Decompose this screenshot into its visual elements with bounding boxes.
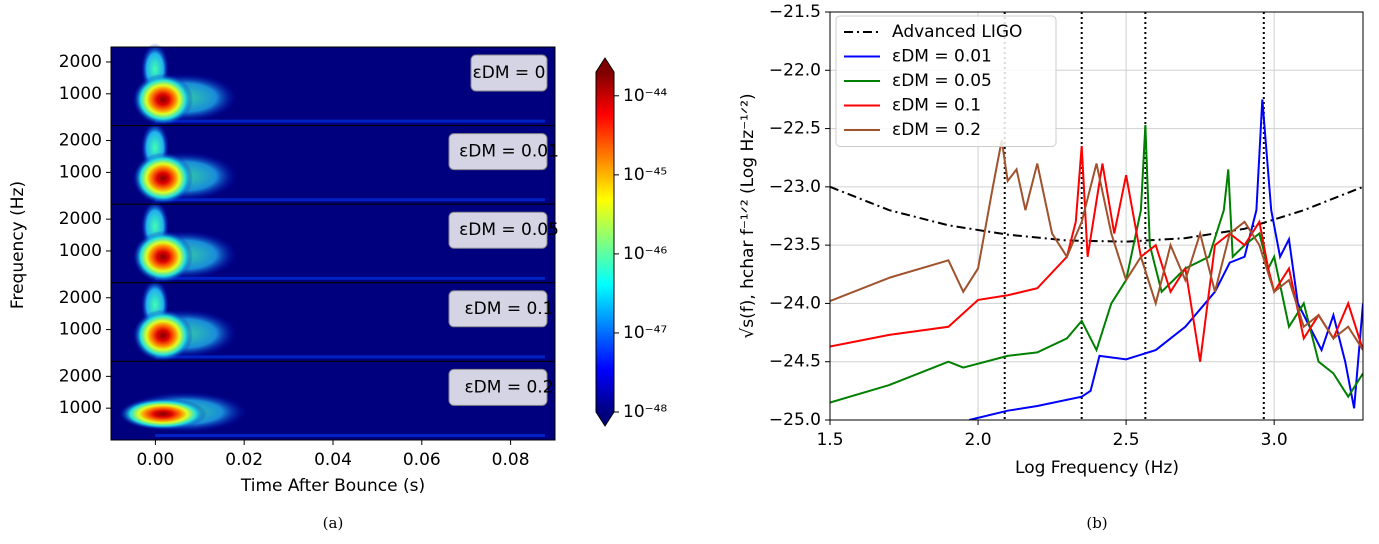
y-tick-label: 2000 — [59, 366, 102, 386]
legend-box — [835, 15, 1057, 147]
y-tick-label: −23.0 — [769, 177, 821, 197]
core — [133, 230, 193, 283]
annotation: εDM = 0.2 — [464, 377, 553, 397]
y-tick-label: −21.5 — [769, 2, 821, 22]
tail — [155, 276, 545, 280]
y-tick-label: −24.5 — [769, 352, 821, 372]
x-tick-label: 0.04 — [314, 450, 352, 470]
x-tick-label: 2.0 — [965, 430, 992, 450]
annotation: εDM = 0 — [473, 63, 546, 83]
annotation: εDM = 0.1 — [464, 299, 553, 319]
x-tick-label: 0.00 — [136, 450, 174, 470]
y-tick-label: −23.5 — [769, 235, 821, 255]
colorbar — [596, 72, 614, 412]
y-tick-label: 2000 — [59, 52, 102, 72]
x-tick-label: 3.0 — [1261, 430, 1288, 450]
y-tick-label: 1000 — [59, 162, 102, 182]
caption: (b) — [1086, 514, 1107, 532]
colorbar-extend — [596, 412, 614, 426]
colorbar-tick-label: 10⁻⁴⁸ — [623, 402, 667, 422]
x-tick-label: 2.5 — [1113, 430, 1140, 450]
tail — [155, 355, 545, 359]
x-tick-label: 0.06 — [403, 450, 441, 470]
tail — [155, 198, 545, 202]
series-line — [830, 145, 1363, 362]
x-tick-label: 1.5 — [816, 430, 843, 450]
legend-label: εDM = 0.1 — [892, 96, 981, 116]
annotation: εDM = 0.05 — [459, 220, 559, 240]
y-axis-label: Frequency (Hz) — [8, 181, 28, 309]
y-tick-label: 2000 — [59, 209, 102, 229]
ann-box — [448, 133, 548, 171]
y-tick-label: 1000 — [59, 241, 102, 261]
x-axis-label: Log Frequency (Hz) — [1015, 458, 1179, 478]
axes-frame — [829, 11, 1364, 421]
colorbar-extend — [596, 58, 614, 72]
core — [133, 73, 193, 126]
colorbar-tick-label: 10⁻⁴⁵ — [623, 165, 667, 185]
core — [133, 309, 193, 362]
series-line — [830, 140, 1363, 351]
x-tick-label: 0.02 — [225, 450, 263, 470]
core — [133, 152, 193, 205]
legend-label: εDM = 0.01 — [892, 47, 992, 67]
colorbar-tick-label: 10⁻⁴⁴ — [623, 86, 667, 106]
x-axis-label: Time After Bounce (s) — [240, 476, 425, 496]
y-tick-label: −22.0 — [769, 60, 821, 80]
colorbar-tick-label: 10⁻⁴⁷ — [623, 323, 667, 343]
heatmap-texture — [133, 121, 545, 205]
y-tick-label: 1000 — [59, 320, 102, 340]
legend-label: Advanced LIGO — [892, 22, 1022, 42]
y-tick-label: −22.5 — [769, 119, 821, 139]
legend-label: εDM = 0.05 — [892, 71, 992, 91]
heatmap-texture — [133, 200, 545, 283]
plot-area — [830, 12, 1363, 420]
ann-box — [448, 290, 548, 328]
y-tick-label: 1000 — [59, 84, 102, 104]
y-tick-label: 1000 — [59, 398, 102, 418]
tail — [155, 119, 545, 123]
ann-box — [448, 211, 548, 249]
y-tick-label: −24.0 — [769, 293, 821, 313]
heatmap-texture — [133, 43, 545, 126]
y-tick-label: 2000 — [59, 131, 102, 151]
series-line — [830, 125, 1363, 404]
caption: (a) — [323, 514, 344, 532]
y-tick-label: 2000 — [59, 288, 102, 308]
legend-label: εDM = 0.2 — [892, 120, 981, 140]
annotation: εDM = 0.01 — [459, 142, 559, 162]
series-line — [968, 99, 1363, 420]
heatmap-texture — [119, 392, 545, 437]
ann-box — [470, 54, 548, 92]
tail — [155, 434, 545, 437]
core — [119, 398, 207, 430]
y-tick-label: −25.0 — [769, 410, 821, 430]
series-line — [830, 185, 1363, 243]
y-axis-label: √s(f), hchar f⁻¹ᐟ² (Log Hz⁻¹ᐟ²) — [738, 93, 758, 338]
ann-box — [448, 368, 548, 406]
colorbar-tick-label: 10⁻⁴⁶ — [623, 244, 667, 264]
x-tick-label: 0.08 — [492, 450, 530, 470]
heatmap-texture — [133, 278, 545, 362]
